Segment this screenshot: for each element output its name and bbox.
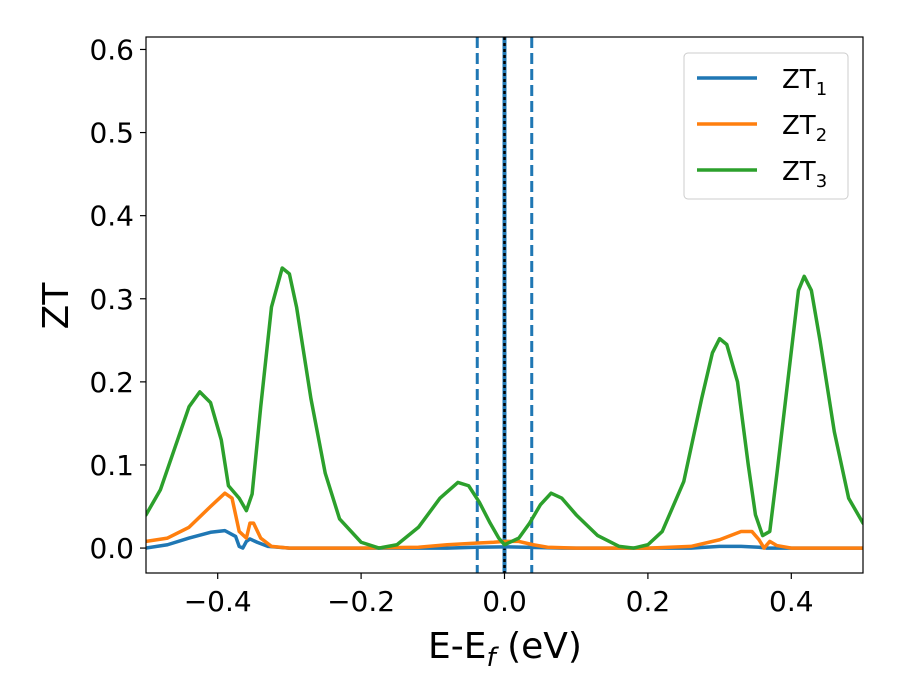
y-tick-label: 0.4: [89, 200, 134, 233]
x-axis-label: E-Ef (eV): [428, 626, 582, 673]
series-line-zt3: [146, 266, 863, 550]
x-tick-label: 0.4: [769, 585, 814, 618]
legend-box: [683, 52, 849, 200]
x-axis-label-main: E-E: [428, 626, 486, 667]
series-lines: [146, 266, 863, 550]
legend-label-zt2: ZT2: [782, 111, 827, 146]
reference-lines: [475, 37, 534, 573]
y-tick-label: 0.1: [89, 449, 134, 482]
y-tick-label: 0.0: [89, 532, 134, 565]
y-axis-ticks: 0.0 0.1 0.2 0.3 0.4 0.5 0.6: [89, 33, 146, 565]
x-tick-label: −0.4: [184, 585, 252, 618]
legend-label-zt3: ZT3: [782, 157, 827, 192]
y-axis-label: ZT: [36, 282, 77, 330]
x-axis-ticks: −0.4 −0.2 0.0 0.2 0.4: [184, 573, 814, 618]
legend-label-zt1: ZT1: [782, 65, 827, 100]
y-tick-label: 0.3: [89, 283, 134, 316]
y-tick-label: 0.5: [89, 117, 134, 150]
x-tick-label: 0.0: [482, 585, 527, 618]
y-tick-label: 0.2: [89, 366, 134, 399]
x-tick-label: 0.2: [626, 585, 671, 618]
y-tick-label: 0.6: [89, 33, 134, 66]
x-axis-label-tail: (eV): [496, 626, 582, 667]
legend: ZT1 ZT2 ZT3: [683, 52, 849, 200]
x-tick-label: −0.2: [327, 585, 395, 618]
series-line-zt2: [146, 491, 863, 550]
